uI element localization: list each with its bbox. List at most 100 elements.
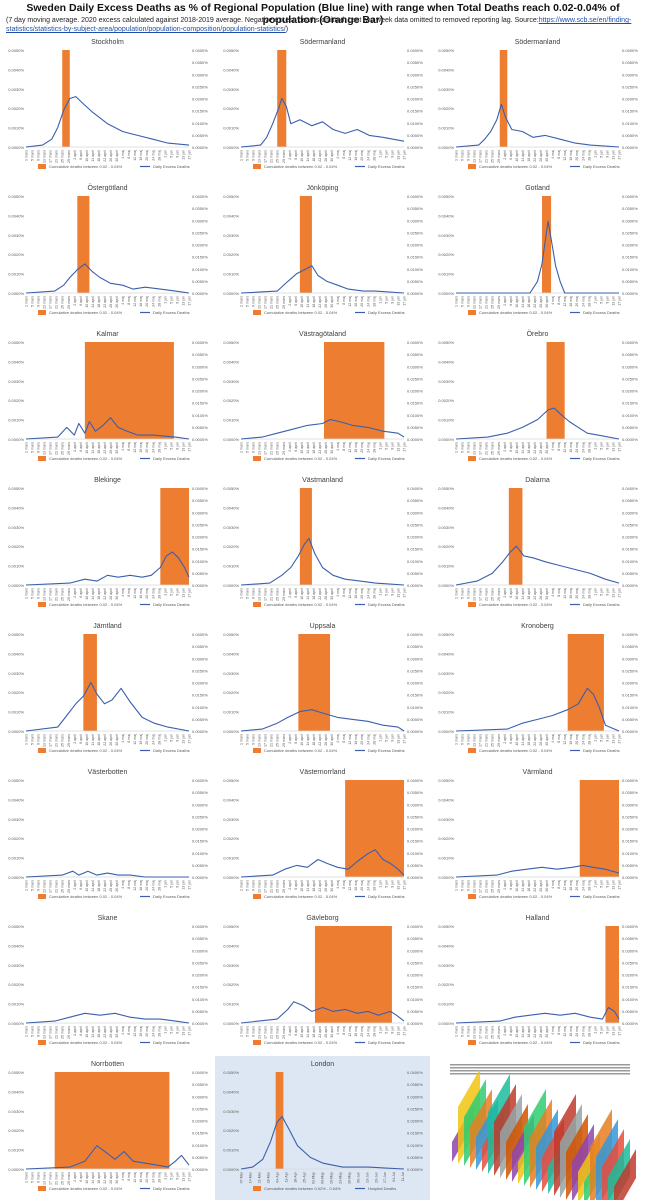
- x-tick-label: 22 april: [533, 734, 537, 746]
- x-tick-label: 13 jun: [181, 588, 185, 598]
- x-tick-label: 1 mars: [25, 1026, 29, 1037]
- source-link[interactable]: https://www.scb.se/en/finding-statistics…: [6, 17, 632, 33]
- x-tick-label: 9 jun: [175, 1172, 179, 1180]
- excess-deaths-line: [25, 681, 190, 732]
- right-y-tick-label: 0.0350%: [192, 790, 208, 795]
- right-y-tick-label: 0.0050%: [622, 717, 638, 722]
- x-tick-label: 5 mars: [246, 150, 250, 161]
- x-tick-label: 5 mars: [246, 1026, 250, 1037]
- left-y-tick-label: 0.0000%: [223, 145, 239, 150]
- legend-bar-swatch: [253, 1040, 261, 1045]
- x-tick-label: 17 mars: [264, 296, 268, 309]
- x-tick-label: 17 jun: [403, 150, 407, 160]
- excess-deaths-line: [25, 1012, 190, 1024]
- right-y-tick-label: 0.0250%: [192, 960, 208, 965]
- x-tick-label: 28 maj: [587, 150, 591, 161]
- right-y-tick-label: 0.0400%: [407, 632, 423, 637]
- legend-bar-label: Cumulative deaths between 0.02 - 0.04%: [49, 748, 123, 753]
- right-y-tick-label: 0.0300%: [407, 218, 423, 223]
- right-y-tick-label: 0.0150%: [407, 839, 423, 844]
- right-y-tick-label: 0.0350%: [622, 498, 638, 503]
- x-tick-label: 5 mars: [31, 442, 35, 453]
- right-y-tick-label: 0.0400%: [622, 48, 638, 53]
- legend-bar-swatch: [468, 456, 476, 461]
- chart-title: Värmland: [523, 769, 553, 776]
- x-tick-label: 9 jun: [390, 734, 394, 742]
- x-tick-label: 9 mars: [37, 734, 41, 745]
- x-tick-label: 8 maj: [557, 150, 561, 159]
- right-y-tick-label: 0.0050%: [407, 717, 423, 722]
- excess-deaths-line: [455, 687, 620, 732]
- x-tick-label: 4 maj: [336, 588, 340, 597]
- x-tick-label: 16 maj: [354, 880, 358, 891]
- x-tick-label: 17 jun: [618, 588, 622, 598]
- x-tick-label: 21 mars: [270, 442, 274, 455]
- x-tick-label: 8 maj: [557, 442, 561, 451]
- x-tick-label: 29 mars: [67, 1026, 71, 1039]
- legend-bar-swatch: [253, 1186, 261, 1191]
- x-tick-label: 18 april: [527, 150, 531, 162]
- legend-bar-label: Cumulative deaths between 0.02 - 0.04%: [264, 310, 338, 315]
- x-tick-label: 29 mars: [67, 588, 71, 601]
- x-tick-label: 9 jun: [175, 1026, 179, 1034]
- x-tick-label: 12 maj: [348, 442, 352, 453]
- x-tick-label: 04-Jul: [392, 1172, 396, 1182]
- legend-bar-label: Cumulative deaths between 0.02 - 0.04%: [49, 164, 123, 169]
- x-tick-label: 29 mars: [282, 1026, 286, 1039]
- x-tick-label: 9 jun: [605, 588, 609, 596]
- left-y-tick-label: 0.0000%: [8, 291, 24, 296]
- x-tick-label: 5 jun: [599, 588, 603, 596]
- x-tick-label: 20 maj: [575, 442, 579, 453]
- left-y-tick-label: 0.0020%: [438, 252, 454, 257]
- right-y-tick-label: 0.0350%: [192, 60, 208, 65]
- x-tick-label: 14 april: [521, 150, 525, 162]
- legend-line-label: Daily Excess Deaths: [583, 602, 620, 607]
- right-y-tick-label: 0.0100%: [622, 413, 638, 418]
- legend-bar-label: Cumulative deaths between 0.02 - 0.04%: [49, 310, 123, 315]
- x-tick-label: 5 mars: [31, 1172, 35, 1183]
- right-y-tick-label: 0.0150%: [407, 693, 423, 698]
- x-tick-label: 4 maj: [336, 150, 340, 159]
- x-tick-label: 30 april: [545, 588, 549, 600]
- x-tick-label: 1 mars: [455, 442, 459, 453]
- right-y-tick-label: 0.0200%: [192, 1119, 208, 1124]
- right-y-tick-label: 0.0300%: [407, 948, 423, 953]
- right-y-tick-label: 0.0200%: [407, 827, 423, 832]
- x-tick-label: 8 maj: [127, 734, 131, 743]
- x-tick-label: 22 april: [533, 296, 537, 308]
- right-y-tick-label: 0.0050%: [622, 425, 638, 430]
- x-tick-label: 2 april: [288, 442, 292, 452]
- x-tick-label: 5 jun: [384, 588, 388, 596]
- right-y-tick-label: 0.0100%: [192, 1143, 208, 1148]
- right-y-tick-label: 0.0350%: [407, 1082, 423, 1087]
- right-y-tick-label: 0.0050%: [192, 425, 208, 430]
- x-tick-label: 4 maj: [121, 442, 125, 451]
- x-tick-label: 9 jun: [390, 1026, 394, 1034]
- excess-deaths-line: [240, 97, 405, 148]
- legend-line-label: Daily Excess Deaths: [368, 310, 405, 315]
- x-tick-label: 30 april: [115, 296, 119, 308]
- chart-london: London 0.0000% 0.0010% 0.0020% 0.0030% 0.0040…: [223, 1061, 423, 1191]
- x-tick-label: 5 jun: [169, 588, 173, 596]
- x-tick-label: 1 mars: [240, 880, 244, 891]
- x-tick-label: 22 april: [318, 296, 322, 308]
- right-y-tick-label: 0.0150%: [622, 109, 638, 114]
- x-tick-label: 9 mars: [467, 150, 471, 161]
- chart-j-mtland: Jämtland 0.0000% 0.0010% 0.0020% 0.0030% 0.00…: [8, 623, 208, 753]
- x-tick-label: 1 jun: [378, 150, 382, 158]
- left-y-tick-label: 0.0030%: [438, 525, 454, 530]
- x-tick-label: 30 april: [115, 880, 119, 892]
- x-tick-label: 20 maj: [575, 734, 579, 745]
- x-tick-label: 13 jun: [611, 150, 615, 160]
- right-y-tick-label: 0.0000%: [192, 1167, 208, 1172]
- chart-norrbotten: Norrbotten 0.0000% 0.0010% 0.0020% 0.0030% 0.…: [8, 1061, 208, 1191]
- left-y-tick-label: 0.0050%: [223, 778, 239, 783]
- right-y-tick-label: 0.0050%: [407, 279, 423, 284]
- x-tick-label: 22 april: [103, 442, 107, 454]
- legend-bar-label: Cumulative deaths between 0.02 - 0.04%: [479, 456, 553, 461]
- x-tick-label: 10 april: [300, 880, 304, 892]
- x-tick-label: 22 april: [533, 880, 537, 892]
- x-tick-label: 1 jun: [163, 442, 167, 450]
- x-tick-label: 26 april: [324, 880, 328, 892]
- x-tick-label: 9 mars: [252, 442, 256, 453]
